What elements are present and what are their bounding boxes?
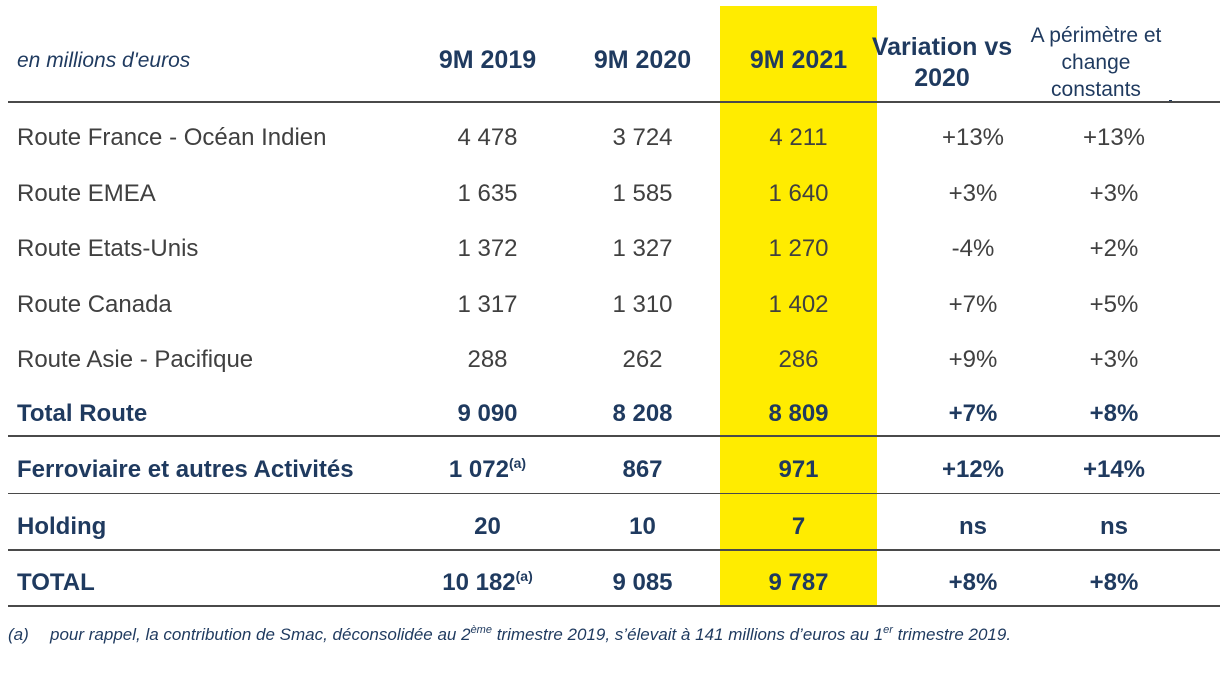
divider-after-total-route <box>8 435 1220 437</box>
cell-9m-2020: 1 327 <box>612 235 673 262</box>
header-variation: Variation vs 2020 <box>871 33 1013 93</box>
footnote-sup-2: er <box>883 624 893 636</box>
row-label: TOTAL <box>17 569 95 596</box>
cell-9m-2019-value: 1 317 <box>457 291 518 318</box>
cell-9m-2021: 1 640 <box>768 180 829 207</box>
header-divider <box>8 101 1220 103</box>
footnote-text-part-3: trimestre 2019. <box>892 625 1012 644</box>
row-label: Route France - Océan Indien <box>17 124 327 151</box>
cell-constant-scope: +8% <box>1089 569 1139 596</box>
cell-constant-scope: +2% <box>1089 235 1139 262</box>
cell-9m-2019: 10 182(a) <box>410 568 565 596</box>
highlight-column-2021 <box>720 6 877 606</box>
cell-9m-2020: 1 585 <box>612 180 673 207</box>
cell-variation: +12% <box>941 456 1005 483</box>
cell-variation: +7% <box>948 400 998 427</box>
footnote-ref: (a) <box>508 455 527 471</box>
footnote-text-part-2: trimestre 2019, s’élevait à 141 millions… <box>491 625 884 644</box>
cell-variation: +8% <box>948 569 998 596</box>
cell-9m-2021: 4 211 <box>769 124 828 151</box>
cell-9m-2020: 262 <box>622 346 663 373</box>
cell-constant-scope: +14% <box>1082 456 1146 483</box>
cell-9m-2021: 8 809 <box>768 400 829 427</box>
cell-9m-2021: 1 402 <box>768 291 829 318</box>
cell-9m-2020: 1 310 <box>612 291 673 318</box>
cell-9m-2021: 7 <box>791 513 806 540</box>
row-label: Route EMEA <box>17 180 156 207</box>
cell-9m-2019-value: 1 635 <box>457 180 518 207</box>
cell-9m-2021: 9 787 <box>768 569 829 596</box>
cell-9m-2020: 8 208 <box>612 400 673 427</box>
cell-9m-2020: 9 085 <box>612 569 673 596</box>
cell-9m-2021: 1 270 <box>768 235 829 262</box>
row-label: Route Etats-Unis <box>17 235 199 262</box>
cell-9m-2019: 1 635 <box>410 182 565 206</box>
cell-9m-2019: 288 <box>410 348 565 372</box>
cell-variation: ns <box>958 513 987 540</box>
cell-9m-2020: 3 724 <box>612 124 673 151</box>
cell-9m-2019-value: 1 072 <box>448 456 509 483</box>
header-9m-2019: 9M 2019 <box>438 46 537 74</box>
cell-9m-2019-value: 20 <box>474 513 501 540</box>
cell-constant-scope: ns <box>1099 513 1128 540</box>
footnote-ref: (a) <box>515 568 533 584</box>
cell-constant-scope: +3% <box>1089 346 1139 373</box>
cell-variation: +9% <box>948 346 998 373</box>
cell-9m-2019: 9 090 <box>410 402 565 426</box>
row-label: Holding <box>17 513 107 540</box>
cell-constant-scope: +3% <box>1089 180 1139 207</box>
cell-9m-2019-value: 4 478 <box>457 124 518 151</box>
cell-constant-scope: +5% <box>1089 291 1139 318</box>
cell-9m-2019: 1 372 <box>410 237 565 261</box>
cell-9m-2020: 10 <box>629 513 656 540</box>
table-bottom-rule <box>8 605 1220 607</box>
cell-variation: +7% <box>948 291 998 318</box>
cell-constant-scope: +8% <box>1089 400 1139 427</box>
cell-9m-2019-value: 288 <box>467 346 508 373</box>
divider-after-rail <box>8 493 1220 494</box>
cell-variation: -4% <box>951 235 995 262</box>
cell-variation: +13% <box>941 124 1005 151</box>
header-9m-2021: 9M 2021 <box>749 46 848 74</box>
row-label: Total Route <box>17 400 148 427</box>
cell-9m-2019-value: 9 090 <box>457 400 518 427</box>
cell-constant-scope: +13% <box>1082 124 1146 151</box>
header-constant-scope: A périmètre et change constants <box>1030 24 1162 101</box>
cell-9m-2019: 1 072(a) <box>410 455 565 483</box>
cell-9m-2019: 1 317 <box>410 293 565 317</box>
cell-9m-2021: 971 <box>778 456 819 483</box>
footnote-text: pour rappel, la contribution de Smac, dé… <box>50 624 1218 647</box>
footnote-sup-1: ème <box>470 624 492 636</box>
unit-label: en millions d'euros <box>17 49 191 72</box>
cell-9m-2019-value: 1 372 <box>457 235 518 262</box>
cell-9m-2019-value: 10 182 <box>442 569 516 596</box>
row-label: Ferroviaire et autres Activités <box>17 456 354 483</box>
cell-9m-2021: 286 <box>778 346 819 373</box>
footnote-mark: (a) <box>8 625 29 644</box>
footnote-text-part-1: pour rappel, la contribution de Smac, dé… <box>50 625 471 644</box>
divider-after-holding <box>8 549 1220 551</box>
row-label: Route Asie - Pacifique <box>17 346 254 373</box>
row-label: Route Canada <box>17 291 172 318</box>
cell-9m-2019: 20 <box>410 515 565 539</box>
cell-9m-2020: 867 <box>622 456 663 483</box>
cell-9m-2019: 4 478 <box>410 126 565 150</box>
footnote: (a) pour rappel, la contribution de Smac… <box>8 624 1218 647</box>
cell-variation: +3% <box>948 180 998 207</box>
header-9m-2020: 9M 2020 <box>593 46 692 74</box>
